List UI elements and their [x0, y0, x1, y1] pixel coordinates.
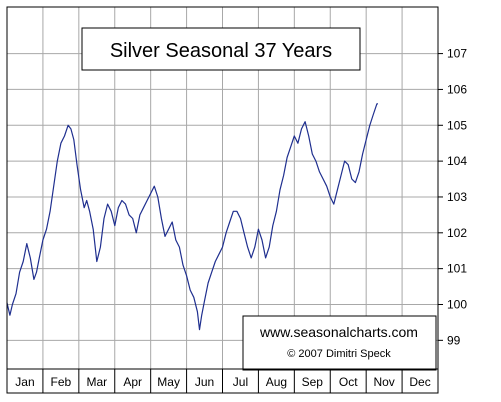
x-tick-label: May — [157, 375, 180, 389]
y-tick-label: 104 — [447, 154, 467, 168]
y-axis-ticks: 99 100 101 102 103 104 105 106 107 — [438, 47, 467, 347]
x-tick-label: Oct — [339, 375, 358, 389]
y-tick-label: 101 — [447, 262, 467, 276]
credit-copyright: © 2007 Dimitri Speck — [287, 348, 391, 360]
x-tick-label: Apr — [123, 375, 142, 389]
title-box: Silver Seasonal 37 Years — [81, 27, 361, 71]
y-tick-label: 102 — [447, 226, 467, 240]
x-tick-label: Jul — [233, 375, 248, 389]
series-line — [6, 103, 378, 331]
credit-website: www.seasonalcharts.com — [259, 324, 418, 340]
y-tick-label: 100 — [447, 297, 467, 311]
y-tick-label: 99 — [447, 333, 461, 347]
x-tick-label: Aug — [266, 375, 287, 389]
axis-frame — [6, 368, 439, 394]
chart-title: Silver Seasonal 37 Years — [110, 40, 332, 62]
x-tick-label: Jun — [195, 375, 214, 389]
x-axis-labels: Jan Feb Mar Apr May Jun Jul Aug Sep Oct Nov Dec — [15, 369, 431, 393]
y-tick-label: 106 — [447, 82, 467, 96]
y-tick-label: 107 — [447, 47, 467, 61]
x-tick-label: Mar — [86, 375, 107, 389]
x-tick-label: Sep — [302, 375, 324, 389]
x-tick-label: Dec — [409, 375, 430, 389]
y-tick-label: 105 — [447, 118, 467, 132]
x-tick-label: Jan — [15, 375, 34, 389]
x-tick-label: Nov — [373, 375, 394, 389]
y-tick-label: 103 — [447, 190, 467, 204]
credit-box: www.seasonalcharts.com © 2007 Dimitri Sp… — [242, 315, 437, 371]
x-tick-label: Feb — [51, 375, 72, 389]
